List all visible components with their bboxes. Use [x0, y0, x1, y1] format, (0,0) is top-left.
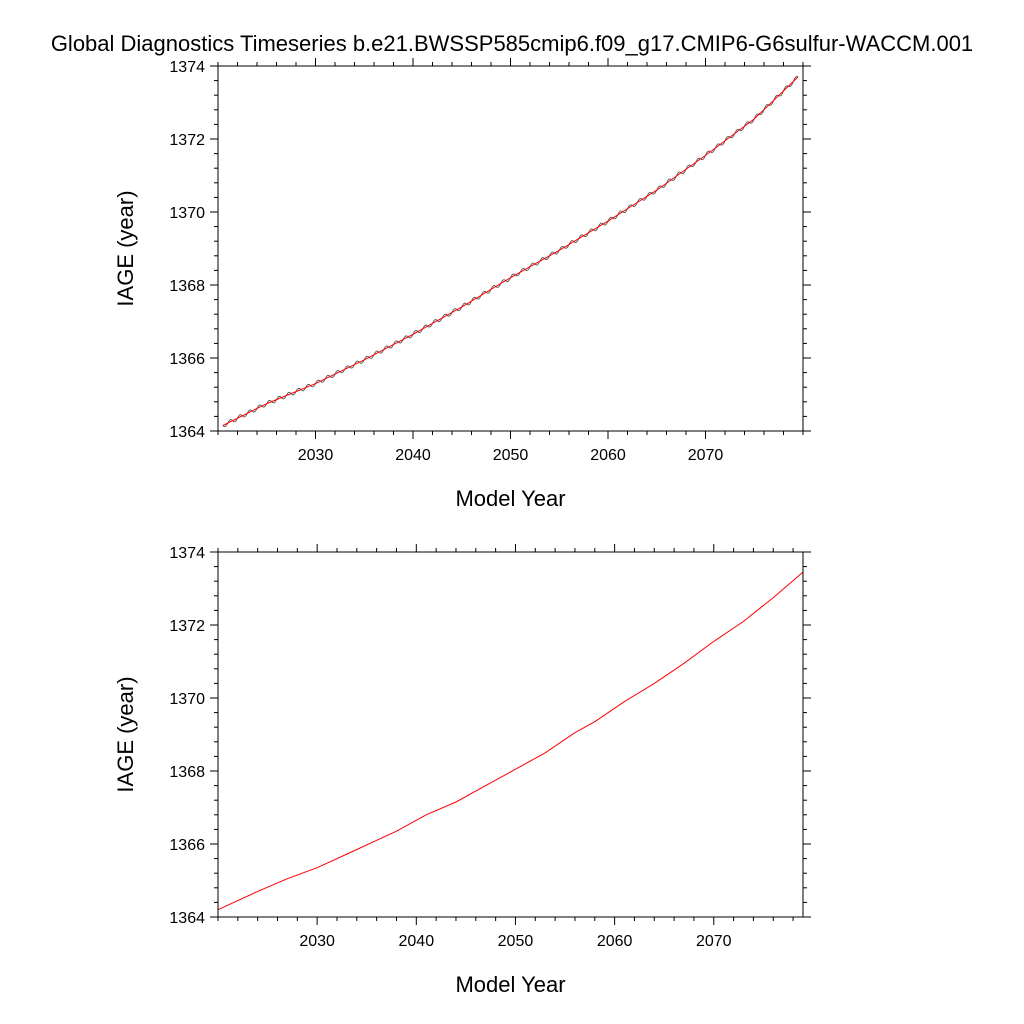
bottom-y-axis-title: IAGE (year) — [113, 676, 138, 792]
series-line-annual — [222, 76, 799, 426]
y-tick-label: 1368 — [169, 278, 205, 295]
y-tick-label: 1372 — [169, 132, 205, 149]
top-y-axis-title: IAGE (year) — [113, 190, 138, 306]
bottom-tick-layer — [210, 544, 811, 925]
top-tick-layer — [210, 58, 811, 439]
bottom-series-layer — [217, 571, 804, 911]
y-tick-label: 1366 — [169, 351, 205, 368]
y-tick-label: 1370 — [169, 205, 205, 222]
chart-title: Global Diagnostics Timeseries b.e21.BWSS… — [51, 31, 973, 56]
top-tick-labels: 2030 2040 2050 2060 2070 1364 1366 1368 1370 1372… — [169, 59, 723, 464]
x-tick-label: 2060 — [597, 933, 633, 950]
x-tick-label: 2050 — [498, 933, 534, 950]
top-x-axis-title: Model Year — [455, 486, 565, 511]
x-tick-label: 2040 — [395, 447, 431, 464]
y-tick-label: 1364 — [169, 910, 205, 927]
top-series-layer — [222, 76, 799, 428]
bottom-tick-labels: 2030 2040 2050 2060 2070 1364 1366 1368 1370 1372… — [169, 545, 731, 950]
y-tick-label: 1372 — [169, 618, 205, 635]
y-tick-label: 1370 — [169, 691, 205, 708]
y-tick-label: 1368 — [169, 764, 205, 781]
x-tick-label: 2030 — [298, 447, 334, 464]
y-tick-label: 1364 — [169, 424, 205, 441]
series-line-monthly — [222, 76, 799, 428]
top-panel: 2030 2040 2050 2060 2070 1364 1366 1368 1370 1372… — [113, 58, 811, 511]
top-plot-frame — [217, 65, 804, 432]
x-tick-label: 2070 — [696, 933, 732, 950]
x-tick-label: 2040 — [399, 933, 435, 950]
y-tick-label: 1374 — [169, 545, 205, 562]
x-tick-label: 2050 — [493, 447, 529, 464]
x-tick-label: 2030 — [299, 933, 335, 950]
bottom-x-axis-title: Model Year — [455, 972, 565, 997]
series-line-annual — [217, 571, 804, 911]
y-tick-label: 1374 — [169, 59, 205, 76]
y-tick-label: 1366 — [169, 837, 205, 854]
bottom-panel: 2030 2040 2050 2060 2070 1364 1366 1368 1370 1372… — [113, 544, 811, 997]
x-tick-label: 2070 — [688, 447, 724, 464]
x-tick-label: 2060 — [590, 447, 626, 464]
bottom-plot-frame — [217, 551, 804, 918]
